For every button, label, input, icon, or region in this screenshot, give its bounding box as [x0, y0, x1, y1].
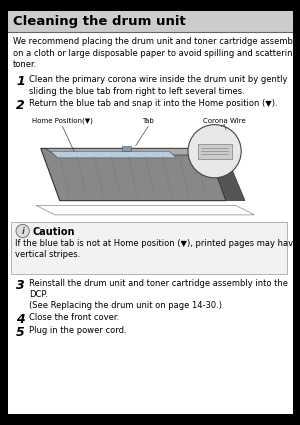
Text: 5: 5 [16, 326, 25, 339]
Bar [197, 144, 232, 159]
Bar [11, 221, 287, 274]
Polygon shape [50, 151, 177, 158]
Polygon shape [207, 148, 245, 201]
Bar [8, 11, 292, 31]
Text: 1: 1 [16, 75, 25, 88]
Text: Clean the primary corona wire inside the drum unit by gently
sliding the blue ta: Clean the primary corona wire inside the… [29, 75, 288, 96]
Text: Cleaning the drum unit: Cleaning the drum unit [13, 14, 186, 28]
Text: i: i [21, 227, 24, 236]
Polygon shape [36, 205, 254, 215]
Text: Caution: Caution [32, 227, 75, 237]
Circle shape [16, 224, 29, 238]
Text: Reinstall the drum unit and toner cartridge assembly into the
DCP.
(See Replacin: Reinstall the drum unit and toner cartri… [29, 278, 288, 310]
Text: Return the blue tab and snap it into the Home position (▼).: Return the blue tab and snap it into the… [29, 99, 278, 108]
Polygon shape [41, 148, 226, 201]
Text: 4: 4 [16, 313, 25, 326]
Text: Close the front cover.: Close the front cover. [29, 313, 120, 322]
Text: Tab: Tab [142, 118, 154, 124]
Bar [122, 145, 131, 151]
Text: We recommend placing the drum unit and toner cartridge assembly
on a cloth or la: We recommend placing the drum unit and t… [13, 37, 300, 69]
Text: Corona Wire: Corona Wire [203, 118, 245, 124]
Polygon shape [46, 148, 207, 155]
Text: 3: 3 [16, 278, 25, 292]
Text: 2: 2 [16, 99, 25, 112]
Text: Plug in the power cord.: Plug in the power cord. [29, 326, 127, 335]
Text: Home Position(▼): Home Position(▼) [32, 118, 93, 125]
Text: If the blue tab is not at Home position (▼), printed pages may have
vertical str: If the blue tab is not at Home position … [15, 238, 298, 259]
Circle shape [188, 125, 241, 178]
